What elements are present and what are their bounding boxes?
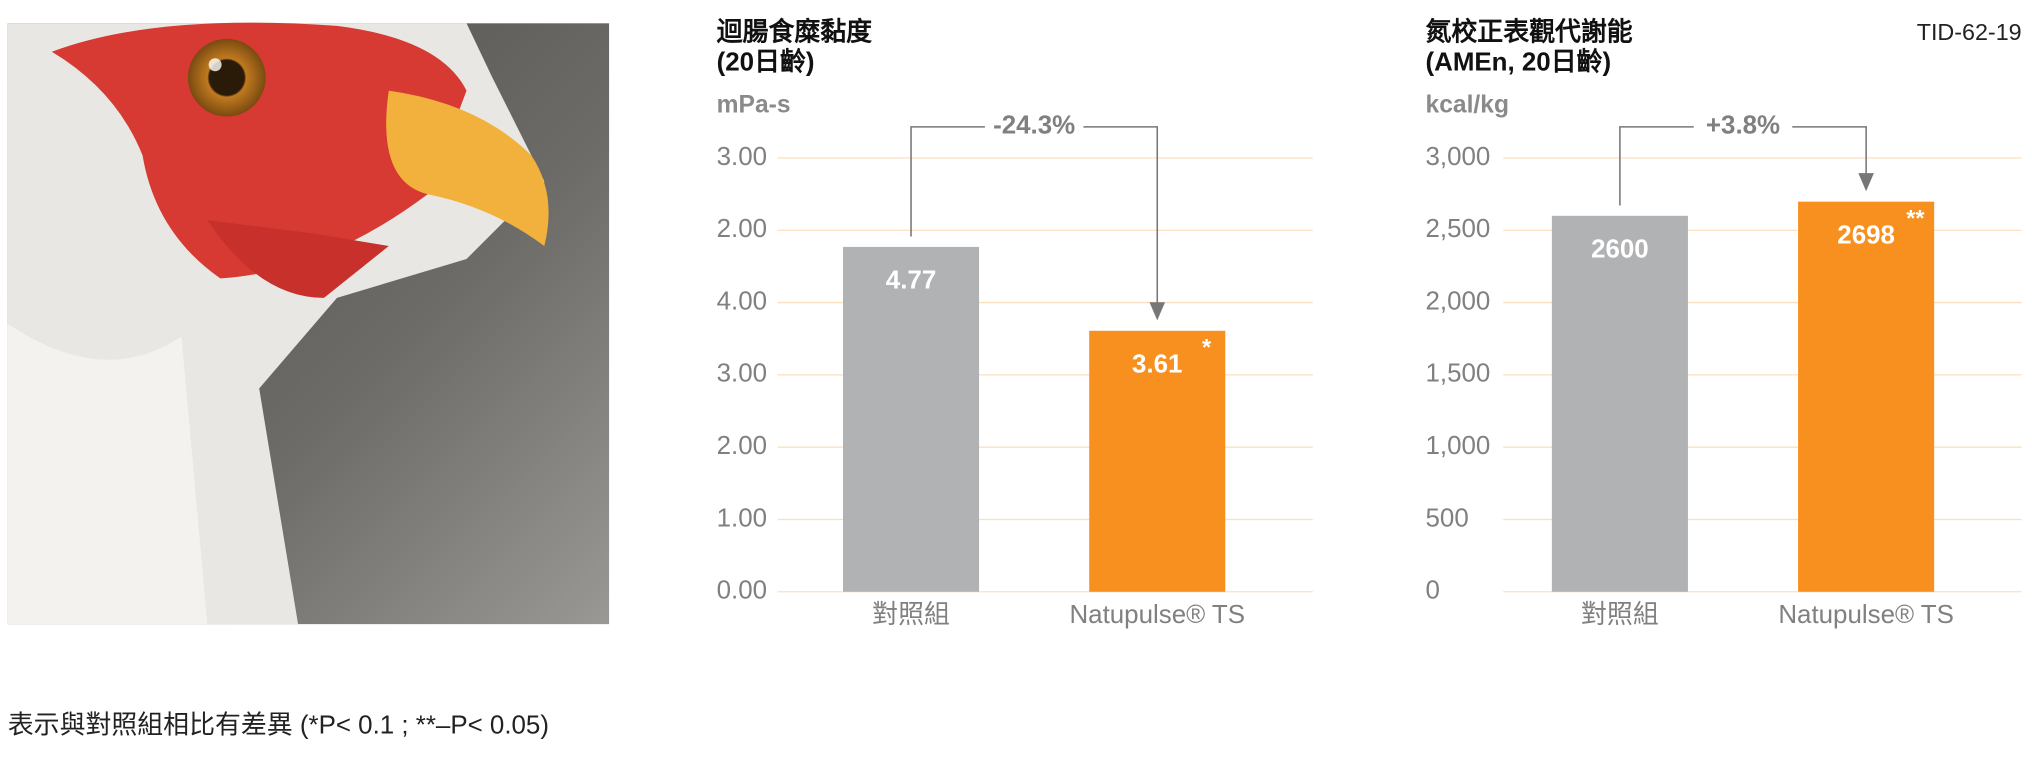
y-tick-label: 2,500: [1426, 215, 1491, 243]
x-tick-label: 對照組: [1581, 600, 1659, 629]
footnote: 表示與對照組相比有差異 (*P< 0.1 ; **–P< 0.05): [8, 710, 549, 739]
x-tick-label: Natupulse® TS: [1778, 601, 1954, 629]
y-tick-label: 2.00: [717, 215, 767, 243]
id-label: TID-62-19: [1917, 19, 2022, 45]
bar: [1551, 215, 1688, 592]
value-label: 4.77: [886, 267, 936, 295]
value-label: 2600: [1591, 236, 1649, 264]
y-tick-label: 500: [1426, 504, 1469, 532]
x-tick-label: Natupulse® TS: [1069, 601, 1245, 629]
y-tick-label: 3.00: [717, 143, 767, 171]
y-tick-label: 2.00: [717, 432, 767, 460]
chart-title: 迴腸食糜黏度: [717, 17, 873, 47]
arrow-head: [1149, 302, 1166, 321]
significance-marker: **: [1906, 205, 1925, 231]
y-tick-label: 2,000: [1426, 287, 1491, 315]
y-tick-label: 1,500: [1426, 360, 1491, 388]
photo: [7, 22, 610, 625]
value-label: 2698: [1837, 221, 1895, 249]
bar: [1089, 330, 1226, 592]
y-axis-label: mPa-s: [717, 92, 791, 119]
y-tick-label: 3.00: [717, 360, 767, 388]
y-tick-label: 0.00: [717, 577, 767, 605]
x-tick-label: 對照組: [872, 600, 950, 629]
bar: [1798, 201, 1935, 592]
change-arrow: [910, 126, 1159, 316]
bar: [842, 246, 980, 592]
chart-subtitle: (AMEn, 20日齡): [1426, 47, 1612, 76]
chart-subtitle: (20日齡): [717, 47, 815, 76]
significance-marker: *: [1202, 334, 1212, 360]
change-label: +3.8%: [1706, 112, 1780, 140]
change-label: -24.3%: [993, 112, 1075, 140]
change-arrow: [1619, 126, 1867, 206]
y-tick-label: 4.00: [717, 287, 767, 315]
chart-title: 氮校正表觀代謝能: [1426, 17, 1633, 47]
y-tick-label: 1.00: [717, 504, 767, 532]
y-tick-label: 1,000: [1426, 432, 1491, 460]
arrow-head: [1858, 173, 1874, 192]
y-axis-label: kcal/kg: [1426, 92, 1510, 119]
y-tick-label: 0: [1426, 577, 1440, 605]
value-label: 3.61: [1132, 351, 1182, 379]
y-tick-label: 3,000: [1426, 143, 1491, 171]
